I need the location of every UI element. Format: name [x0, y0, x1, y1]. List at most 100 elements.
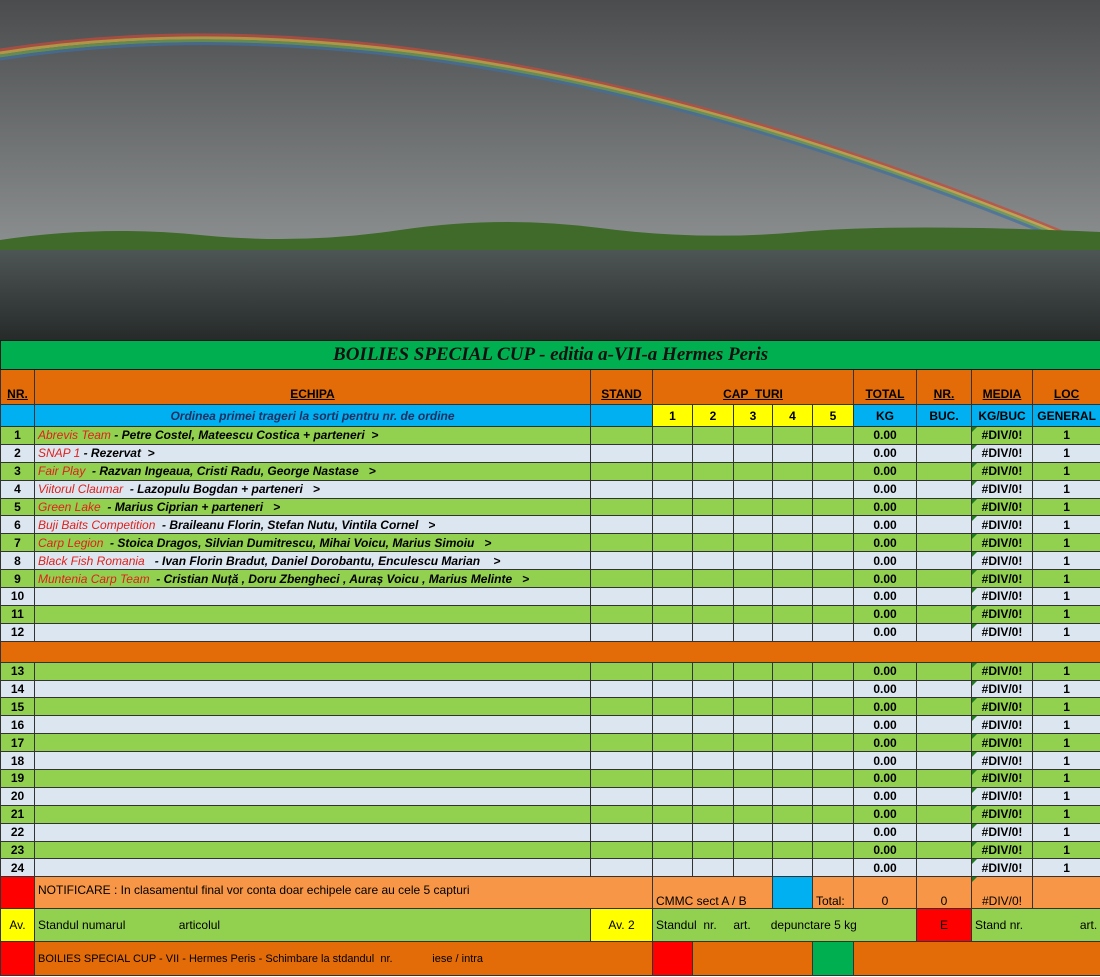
round-1-cell[interactable] — [652, 479, 693, 499]
round-2-cell[interactable] — [692, 622, 734, 642]
team-cell[interactable] — [34, 786, 591, 806]
round-5-cell[interactable] — [812, 697, 854, 717]
nr-buc-cell[interactable] — [916, 443, 972, 463]
round-1-cell[interactable] — [652, 733, 693, 753]
round-4-cell[interactable] — [772, 479, 813, 499]
nr-buc-cell[interactable] — [916, 497, 972, 517]
nr-buc-cell[interactable] — [916, 426, 972, 445]
team-cell[interactable]: Black Fish Romania - Ivan Florin Bradut,… — [34, 551, 591, 571]
team-cell[interactable] — [34, 661, 591, 681]
team-cell[interactable] — [34, 715, 591, 735]
team-cell[interactable] — [34, 587, 591, 606]
nr-buc-cell[interactable] — [916, 479, 972, 499]
round-4-cell[interactable] — [772, 751, 813, 771]
round-2-cell[interactable] — [692, 569, 734, 589]
nr-buc-cell[interactable] — [916, 786, 972, 806]
round-4-cell[interactable] — [772, 515, 813, 535]
round-1-cell[interactable] — [652, 804, 693, 824]
team-cell[interactable] — [34, 604, 591, 624]
round-2-cell[interactable] — [692, 661, 734, 681]
round-3-cell[interactable] — [733, 822, 773, 842]
stand-cell[interactable] — [590, 604, 653, 624]
round-3-cell[interactable] — [733, 551, 773, 571]
team-cell[interactable] — [34, 733, 591, 753]
round-1-cell[interactable] — [652, 497, 693, 517]
round-4-cell[interactable] — [772, 769, 813, 788]
round-1-cell[interactable] — [652, 751, 693, 771]
round-4-cell[interactable] — [772, 822, 813, 842]
round-5-cell[interactable] — [812, 622, 854, 642]
round-4-cell[interactable] — [772, 551, 813, 571]
team-cell[interactable] — [34, 804, 591, 824]
round-4-cell[interactable] — [772, 497, 813, 517]
team-cell[interactable] — [34, 679, 591, 699]
nr-buc-cell[interactable] — [916, 751, 972, 771]
round-1-cell[interactable] — [652, 858, 693, 878]
round-1-cell[interactable] — [652, 604, 693, 624]
round-5-cell[interactable] — [812, 858, 854, 878]
round-4-cell[interactable] — [772, 858, 813, 878]
round-3-cell[interactable] — [733, 515, 773, 535]
round-1-cell[interactable] — [652, 461, 693, 481]
round-4-cell[interactable] — [772, 426, 813, 445]
stand-cell[interactable] — [590, 679, 653, 699]
stand-cell[interactable] — [590, 443, 653, 463]
nr-buc-cell[interactable] — [916, 769, 972, 788]
stand-cell[interactable] — [590, 622, 653, 642]
stand-cell[interactable] — [590, 786, 653, 806]
round-5-cell[interactable] — [812, 551, 854, 571]
stand-cell[interactable] — [590, 697, 653, 717]
round-2-cell[interactable] — [692, 587, 734, 606]
round-1-cell[interactable] — [652, 679, 693, 699]
round-5-cell[interactable] — [812, 533, 854, 553]
nr-buc-cell[interactable] — [916, 604, 972, 624]
nr-buc-cell[interactable] — [916, 661, 972, 681]
round-1-cell[interactable] — [652, 569, 693, 589]
round-2-cell[interactable] — [692, 497, 734, 517]
round-1-cell[interactable] — [652, 786, 693, 806]
round-2-cell[interactable] — [692, 786, 734, 806]
round-5-cell[interactable] — [812, 769, 854, 788]
team-cell[interactable] — [34, 769, 591, 788]
round-1-cell[interactable] — [652, 715, 693, 735]
round-4-cell[interactable] — [772, 840, 813, 860]
nr-buc-cell[interactable] — [916, 551, 972, 571]
round-1-cell[interactable] — [652, 840, 693, 860]
round-3-cell[interactable] — [733, 533, 773, 553]
round-2-cell[interactable] — [692, 426, 734, 445]
round-5-cell[interactable] — [812, 604, 854, 624]
round-5-cell[interactable] — [812, 426, 854, 445]
nr-buc-cell[interactable] — [916, 858, 972, 878]
stand-cell[interactable] — [590, 569, 653, 589]
round-2-cell[interactable] — [692, 515, 734, 535]
round-4-cell[interactable] — [772, 443, 813, 463]
round-4-cell[interactable] — [772, 461, 813, 481]
round-2-cell[interactable] — [692, 822, 734, 842]
round-2-cell[interactable] — [692, 715, 734, 735]
nr-buc-cell[interactable] — [916, 622, 972, 642]
round-3-cell[interactable] — [733, 604, 773, 624]
round-3-cell[interactable] — [733, 569, 773, 589]
team-cell[interactable]: Viitorul Claumar - Lazopulu Bogdan + par… — [34, 479, 591, 499]
team-cell[interactable]: SNAP 1 - Rezervat > — [34, 443, 591, 463]
stand-cell[interactable] — [590, 769, 653, 788]
team-cell[interactable] — [34, 840, 591, 860]
round-4-cell[interactable] — [772, 587, 813, 606]
round-3-cell[interactable] — [733, 786, 773, 806]
round-2-cell[interactable] — [692, 461, 734, 481]
round-1-cell[interactable] — [652, 533, 693, 553]
stand-cell[interactable] — [590, 587, 653, 606]
round-5-cell[interactable] — [812, 661, 854, 681]
round-3-cell[interactable] — [733, 679, 773, 699]
round-1-cell[interactable] — [652, 697, 693, 717]
team-cell[interactable]: Abrevis Team - Petre Costel, Mateescu Co… — [34, 426, 591, 445]
round-1-cell[interactable] — [652, 515, 693, 535]
round-4-cell[interactable] — [772, 661, 813, 681]
round-3-cell[interactable] — [733, 733, 773, 753]
round-5-cell[interactable] — [812, 751, 854, 771]
round-4-cell[interactable] — [772, 679, 813, 699]
round-2-cell[interactable] — [692, 858, 734, 878]
round-1-cell[interactable] — [652, 622, 693, 642]
stand-cell[interactable] — [590, 497, 653, 517]
nr-buc-cell[interactable] — [916, 461, 972, 481]
